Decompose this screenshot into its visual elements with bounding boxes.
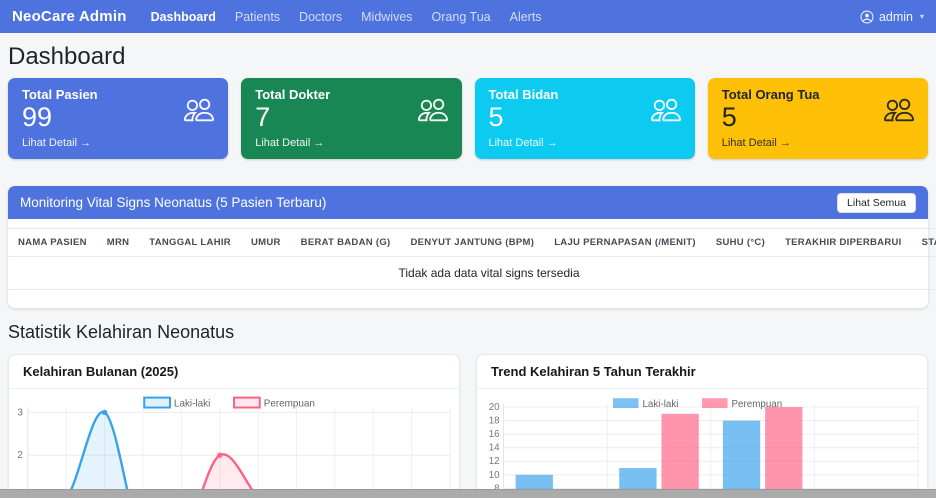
- stat-card-total-pasien: Total Pasien 99 Lihat Detail →: [8, 78, 229, 159]
- monthly-births-chart-title: Kelahiran Bulanan (2025): [9, 355, 459, 389]
- svg-text:8: 8: [494, 483, 500, 494]
- nav-item-orang-tua[interactable]: Orang Tua: [431, 9, 491, 24]
- svg-text:Laki-laki: Laki-laki: [642, 399, 678, 410]
- user-dropdown[interactable]: admin ▾: [860, 10, 924, 24]
- empty-state-message: Tidak ada data vital signs tersedia: [8, 256, 936, 290]
- people-icon: [417, 98, 448, 122]
- yearly-trend-chart-card: Trend Kelahiran 5 Tahun Terakhir 6810121…: [476, 354, 928, 498]
- chevron-down-icon: ▾: [919, 12, 924, 21]
- svg-text:18: 18: [489, 416, 500, 427]
- col-terakhir-diperbarui: TERAKHIR DIPERBARUI: [775, 228, 912, 257]
- vital-signs-table: NAMA PASIEN MRN TANGGAL LAHIR UMUR BERAT…: [8, 228, 936, 290]
- legend-item[interactable]: Perempuan: [702, 398, 782, 410]
- table-header-row: NAMA PASIEN MRN TANGGAL LAHIR UMUR BERAT…: [8, 228, 936, 257]
- stat-cards-row: Total Pasien 99 Lihat Detail → Total Dok…: [8, 78, 928, 159]
- svg-text:Laki-laki: Laki-laki: [174, 399, 210, 410]
- legend-item[interactable]: Laki-laki: [143, 396, 210, 410]
- svg-text:Perempuan: Perempuan: [731, 399, 782, 410]
- stat-card-title: Total Orang Tua: [721, 87, 820, 102]
- people-icon: [884, 98, 914, 122]
- lihat-detail-link[interactable]: Lihat Detail →: [488, 137, 558, 150]
- stat-card-total-dokter: Total Dokter 7 Lihat Detail →: [241, 78, 462, 159]
- charts-row: Kelahiran Bulanan (2025) 12 3 Laki-laki Per…: [8, 354, 928, 498]
- people-icon: [184, 98, 215, 122]
- col-mrn: MRN: [96, 228, 140, 257]
- horizontal-scrollbar[interactable]: [0, 489, 936, 498]
- col-status: STATUS: [911, 228, 936, 257]
- statistics-section-title: Statistik Kelahiran Neonatus: [8, 322, 235, 342]
- col-tanggal-lahir: TANGGAL LAHIR: [139, 228, 241, 257]
- nav-item-alerts[interactable]: Alerts: [509, 9, 542, 24]
- nav-item-patients[interactable]: Patients: [234, 9, 281, 24]
- stat-card-value: 5: [721, 102, 737, 132]
- person-circle-icon: [860, 10, 874, 24]
- lihat-semua-button[interactable]: Lihat Semua: [837, 192, 916, 213]
- stat-card-value: 7: [255, 102, 271, 132]
- legend-item[interactable]: Perempuan: [233, 396, 315, 410]
- lihat-detail-link[interactable]: Lihat Detail →: [255, 137, 325, 150]
- nav-item-dashboard[interactable]: Dashboard: [150, 9, 216, 24]
- stat-card-title: Total Pasien: [22, 87, 98, 102]
- nav-item-midwives[interactable]: Midwives: [361, 9, 413, 24]
- svg-text:2: 2: [17, 450, 23, 461]
- col-berat-badan: BERAT BADAN (G): [290, 228, 401, 257]
- legend-item[interactable]: Laki-laki: [613, 398, 678, 410]
- vital-signs-panel-title: Monitoring Vital Signs Neonatus (5 Pasie…: [20, 195, 327, 210]
- svg-text:Perempuan: Perempuan: [264, 399, 315, 410]
- svg-text:20: 20: [489, 402, 500, 413]
- stat-card-value: 5: [488, 102, 504, 132]
- svg-text:14: 14: [489, 443, 500, 454]
- col-nama-pasien: NAMA PASIEN: [8, 228, 97, 257]
- stat-card-title: Total Bidan: [488, 87, 559, 102]
- svg-text:16: 16: [489, 429, 500, 440]
- nav-links: Dashboard Patients Doctors Midwives Oran…: [151, 10, 542, 24]
- page-title: Dashboard: [8, 43, 126, 70]
- svg-text:3: 3: [17, 407, 23, 418]
- nav-item-doctors[interactable]: Doctors: [299, 9, 343, 24]
- svg-text:10: 10: [489, 470, 500, 481]
- stat-card-total-bidan: Total Bidan 5 Lihat Detail →: [474, 78, 695, 159]
- yearly-trend-chart-title: Trend Kelahiran 5 Tahun Terakhir: [477, 355, 927, 389]
- col-denyut-jantung: DENYUT JANTUNG (BPM): [400, 228, 545, 257]
- col-suhu: SUHU (°C): [705, 228, 776, 257]
- svg-text:12: 12: [489, 456, 500, 467]
- vital-signs-panel-header: Monitoring Vital Signs Neonatus (5 Pasie…: [8, 186, 928, 219]
- lihat-detail-link[interactable]: Lihat Detail →: [721, 137, 791, 150]
- vital-signs-panel: Monitoring Vital Signs Neonatus (5 Pasie…: [8, 186, 936, 308]
- user-name: admin: [878, 9, 913, 24]
- monthly-births-chart-card: Kelahiran Bulanan (2025) 123Laki-lakiPer…: [8, 354, 460, 498]
- brand-logo[interactable]: NeoCare Admin: [12, 8, 127, 25]
- empty-state-row: Tidak ada data vital signs tersedia: [8, 256, 936, 290]
- col-laju-pernapasan: LAJU PERNAPASAN (/MENIT): [544, 228, 706, 257]
- stat-card-total-orang-tua: Total Orang Tua 5 Lihat Detail →: [707, 78, 928, 159]
- lihat-detail-link[interactable]: Lihat Detail →: [22, 137, 92, 150]
- top-navbar: NeoCare Admin Dashboard Patients Doctors…: [0, 0, 936, 33]
- stat-card-value: 99: [22, 102, 53, 132]
- people-icon: [650, 98, 681, 122]
- col-umur: UMUR: [240, 228, 291, 257]
- stat-card-title: Total Dokter: [255, 87, 331, 102]
